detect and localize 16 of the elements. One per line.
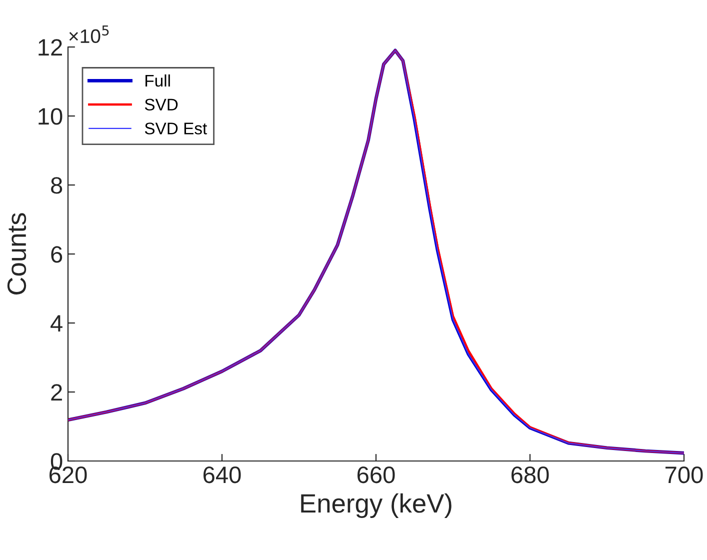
legend-label: SVD (144, 98, 178, 111)
x-tick-label: 700 (666, 466, 703, 484)
y-axis-title: Counts (7, 213, 26, 294)
y-tick-label: 2 (51, 384, 62, 401)
x-tick-label: 660 (358, 466, 395, 484)
x-tick-label: 680 (512, 466, 549, 484)
legend-label: SVD Est (144, 122, 208, 134)
x-tick-label: 640 (204, 466, 241, 484)
legend-label: Full (146, 74, 170, 87)
y-tick-label: 8 (51, 177, 62, 194)
y-tick-label: 6 (51, 246, 62, 263)
x-axis-title: Energy (keV) (301, 493, 452, 518)
y-tick-label: 12 (38, 39, 62, 56)
y-tick-label: 10 (38, 108, 62, 125)
y-tick-label: 4 (50, 315, 62, 332)
text: ×10$^{5}$ (69, 25, 109, 44)
